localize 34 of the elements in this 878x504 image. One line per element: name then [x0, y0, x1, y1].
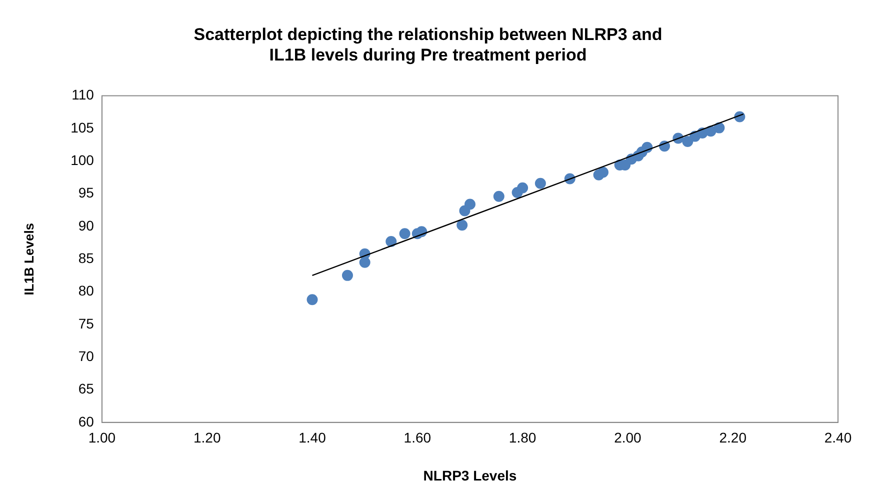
- x-tick-label: 2.20: [719, 430, 747, 446]
- x-tick-label: 2.40: [824, 430, 852, 446]
- y-tick-label: 85: [78, 250, 94, 266]
- y-tick-label: 60: [78, 413, 94, 430]
- point: [714, 122, 725, 134]
- x-axis-title: NLRP3 Levels: [423, 467, 517, 484]
- point: [386, 236, 397, 247]
- x-tick-label: 1.80: [508, 430, 536, 446]
- x-tick-label: 1.60: [404, 430, 432, 446]
- y-tick-label: 70: [78, 348, 94, 364]
- x-tick-label: 2.00: [614, 430, 642, 446]
- point: [534, 178, 546, 189]
- x-tick-label: 1.20: [193, 430, 221, 446]
- y-tick-label: 100: [70, 152, 94, 168]
- point: [306, 294, 318, 306]
- point: [456, 220, 468, 231]
- point: [517, 182, 528, 194]
- chart-title: Scatterplot depicting the relationship between NLRP3 and IL1B levels during Pre treatment period: [194, 24, 662, 64]
- y-axis-title: IL1B Levels: [21, 222, 36, 296]
- point: [597, 166, 608, 178]
- point: [399, 228, 410, 240]
- x-tick-label: 1.00: [88, 430, 116, 446]
- x-tick-label: 1.40: [298, 430, 326, 446]
- point: [682, 136, 694, 148]
- point: [464, 198, 476, 210]
- y-tick-label: 110: [72, 86, 94, 103]
- point: [493, 190, 504, 202]
- y-tick-label: 80: [78, 282, 94, 299]
- point: [342, 270, 353, 281]
- y-tick-label: 65: [78, 380, 94, 397]
- y-tick-label: 90: [78, 217, 94, 234]
- y-tick-label: 95: [78, 184, 94, 201]
- y-tick-label: 105: [70, 119, 94, 136]
- y-tick-label: 75: [78, 315, 94, 332]
